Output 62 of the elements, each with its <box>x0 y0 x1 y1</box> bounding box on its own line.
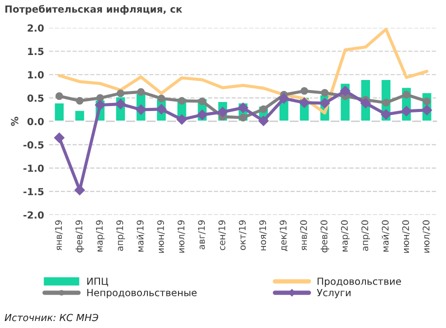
legend-label: Продовольствие <box>318 278 401 287</box>
point <box>401 106 412 116</box>
x-tick-label: мар/20 <box>340 220 350 252</box>
point <box>116 89 124 98</box>
point <box>239 114 247 122</box>
x-tick-label: апр/20 <box>361 220 370 251</box>
x-tick-label: май/20 <box>382 220 390 252</box>
y-tick-label: 1.5 <box>28 48 44 56</box>
point <box>380 109 392 120</box>
x-tick-label: сен/19 <box>218 220 226 250</box>
point <box>423 97 431 106</box>
bar <box>74 109 86 122</box>
point <box>300 87 308 95</box>
point <box>299 98 310 108</box>
point <box>320 89 329 97</box>
point <box>76 96 84 105</box>
x-tick-label: июн/20 <box>402 220 410 253</box>
y-tick-label: 1.0 <box>28 71 44 78</box>
point <box>382 98 390 106</box>
text: Источник: КС МНЭ <box>4 314 98 322</box>
y-tick-label: -2.0 <box>23 211 44 219</box>
x-tick-label: авг/19 <box>198 220 206 250</box>
y-tick-label: -1.0 <box>23 164 44 172</box>
point <box>198 97 206 106</box>
point <box>158 94 166 102</box>
y-tick-label: 0.5 <box>27 94 44 102</box>
point <box>258 116 269 126</box>
x-tick-label: июн/19 <box>157 220 165 253</box>
legend-label: Непродовольственые <box>87 289 197 298</box>
x-tick-label: апр/19 <box>116 220 125 251</box>
point <box>54 132 64 143</box>
legend-label: Услуги <box>316 289 350 298</box>
x-tick-label: июл/19 <box>178 220 186 253</box>
x-tick-label: окт/19 <box>238 220 246 250</box>
y-tick-label: -0.5 <box>23 141 44 149</box>
x-tick-label: июл/20 <box>422 220 430 253</box>
y-tick-label: 0.0 <box>27 118 44 126</box>
y-axis-title: % <box>10 116 18 126</box>
x-tick-label: май/19 <box>136 220 144 252</box>
point <box>178 96 186 105</box>
point <box>278 93 290 104</box>
x-tick-label: янв/19 <box>55 220 63 250</box>
point <box>96 94 104 102</box>
point <box>55 92 64 100</box>
point <box>95 100 106 110</box>
x-tick-label: дек/19 <box>280 220 288 252</box>
chart-title: Потребительская инфляция, ск <box>5 4 182 15</box>
y-tick-label: -1.5 <box>23 188 44 196</box>
point <box>137 88 145 96</box>
x-tick-label: янв/20 <box>300 220 308 250</box>
x-tick-label: ноя/19 <box>259 220 267 250</box>
x-tick-label: фев/19 <box>75 220 84 252</box>
point <box>176 114 187 125</box>
x-tick-label: мар/19 <box>96 220 104 252</box>
y-tick-label: 2.0 <box>28 24 44 32</box>
line-series <box>58 28 428 114</box>
x-tick-label: фев/20 <box>320 220 330 252</box>
point <box>260 105 268 114</box>
legend-label: ИПЦ <box>87 278 108 286</box>
point <box>340 86 350 96</box>
point <box>402 90 410 99</box>
bar <box>53 102 66 122</box>
